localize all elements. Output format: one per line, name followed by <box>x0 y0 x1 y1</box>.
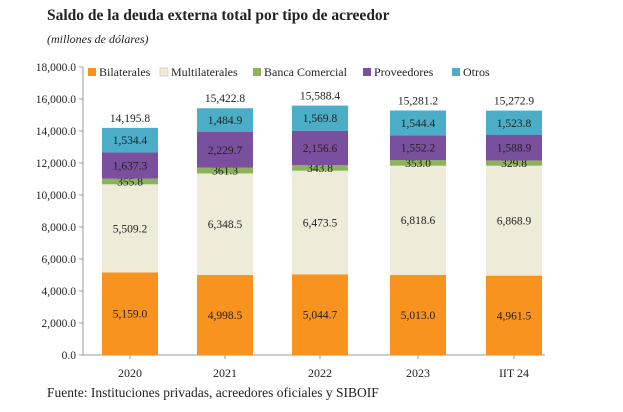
x-tick-label: 2020 <box>118 366 142 380</box>
x-tick-label: IIT 24 <box>499 366 529 380</box>
x-tick-label: 2021 <box>213 366 237 380</box>
legend-label: Bilaterales <box>99 65 151 79</box>
legend-label: Multilaterales <box>171 65 238 79</box>
total-label: 15,422.8 <box>205 93 246 105</box>
legend-swatch <box>452 68 460 76</box>
bar-segment-otros <box>197 108 253 132</box>
data-label: 1,544.4 <box>401 118 436 130</box>
legend-label: Banca Comercial <box>264 65 348 79</box>
data-label: 1,588.9 <box>497 143 532 155</box>
bar-segment-banca-comercial <box>197 167 253 174</box>
total-label: 14,195.8 <box>110 113 151 125</box>
bar-segment-multilaterales <box>197 173 253 276</box>
bar-segment-multilaterales <box>486 165 542 276</box>
y-tick-label: 16,000.0 <box>36 94 77 106</box>
data-label: 5,013.0 <box>401 310 436 322</box>
bar-segment-banca-comercial <box>486 160 542 166</box>
data-label: 1,552.2 <box>401 143 436 155</box>
y-tick-label: 14,000.0 <box>36 126 77 138</box>
data-label: 5,159.0 <box>113 309 148 321</box>
data-label: 4,961.5 <box>497 310 532 322</box>
y-tick-label: 8,000.0 <box>42 222 77 234</box>
legend-swatch <box>159 67 169 77</box>
bar-segment-otros <box>486 110 542 136</box>
data-label: 2,156.6 <box>303 143 338 155</box>
data-label: 1,534.4 <box>113 135 148 147</box>
bar-segment-bilaterales <box>292 274 348 355</box>
data-label: 1,523.8 <box>497 118 532 130</box>
bar-segment-otros <box>390 110 446 136</box>
y-tick-label: 10,000.0 <box>36 190 77 202</box>
y-tick-label: 6,000.0 <box>42 254 77 266</box>
chart-title: Saldo de la deuda externa total por tipo… <box>47 7 390 24</box>
bar-segment-multilaterales <box>292 170 348 275</box>
data-label: 6,818.6 <box>401 215 436 227</box>
data-label: 1,484.9 <box>208 115 243 127</box>
data-label: 5,044.7 <box>303 310 338 322</box>
bar-segment-bilaterales <box>102 272 158 355</box>
data-label: 6,473.5 <box>303 217 338 229</box>
bar-segment-bilaterales <box>197 275 253 355</box>
total-label: 15,281.2 <box>398 96 439 108</box>
bar-segment-proveedores <box>390 135 446 161</box>
bar-segment-proveedores <box>197 131 253 168</box>
data-label: 361.3 <box>212 166 238 178</box>
legend-swatch <box>363 68 371 76</box>
bar-segment-otros <box>292 105 348 131</box>
bar-segment-bilaterales <box>390 274 446 355</box>
legend-label: Otros <box>463 65 490 79</box>
data-label: 2,229.7 <box>208 145 243 157</box>
bar-segment-bilaterales <box>486 275 542 355</box>
bar-segment-banca-comercial <box>390 160 446 166</box>
bar-segment-banca-comercial <box>102 178 158 185</box>
bar-segment-proveedores <box>102 152 158 179</box>
chart-subtitle: (millones de dólares) <box>47 32 149 46</box>
source-note: Fuente: Instituciones privadas, acreedor… <box>47 385 379 400</box>
total-label: 15,588.4 <box>300 91 341 103</box>
total-label: 15,272.9 <box>494 96 535 108</box>
data-label: 5,509.2 <box>113 223 148 235</box>
bar-segment-proveedores <box>486 135 542 161</box>
y-tick-label: 0.0 <box>62 350 77 362</box>
data-label: 6,868.9 <box>497 216 532 228</box>
data-label: 1,637.3 <box>113 161 148 173</box>
bar-segment-banca-comercial <box>292 165 348 171</box>
data-label: 4,998.5 <box>208 310 243 322</box>
data-label: 1,569.8 <box>303 113 338 125</box>
x-tick-label: 2022 <box>308 366 332 380</box>
bar-segment-multilaterales <box>102 184 158 273</box>
y-tick-label: 12,000.0 <box>36 158 77 170</box>
legend-swatch <box>253 68 261 76</box>
y-tick-label: 2,000.0 <box>42 318 77 330</box>
x-tick-label: 2023 <box>406 366 430 380</box>
legend-label: Proveedores <box>374 65 434 79</box>
data-label: 6,348.5 <box>208 219 243 231</box>
data-label: 329.8 <box>501 158 527 170</box>
y-tick-label: 4,000.0 <box>42 286 77 298</box>
data-label: 343.8 <box>307 163 333 175</box>
bar-segment-otros <box>102 127 158 153</box>
legend-swatch <box>88 68 96 76</box>
data-label: 355.8 <box>117 176 143 188</box>
y-tick-label: 18,000.0 <box>36 62 77 74</box>
data-label: 353.0 <box>405 158 431 170</box>
bar-segment-multilaterales <box>390 165 446 275</box>
bar-segment-proveedores <box>292 130 348 166</box>
